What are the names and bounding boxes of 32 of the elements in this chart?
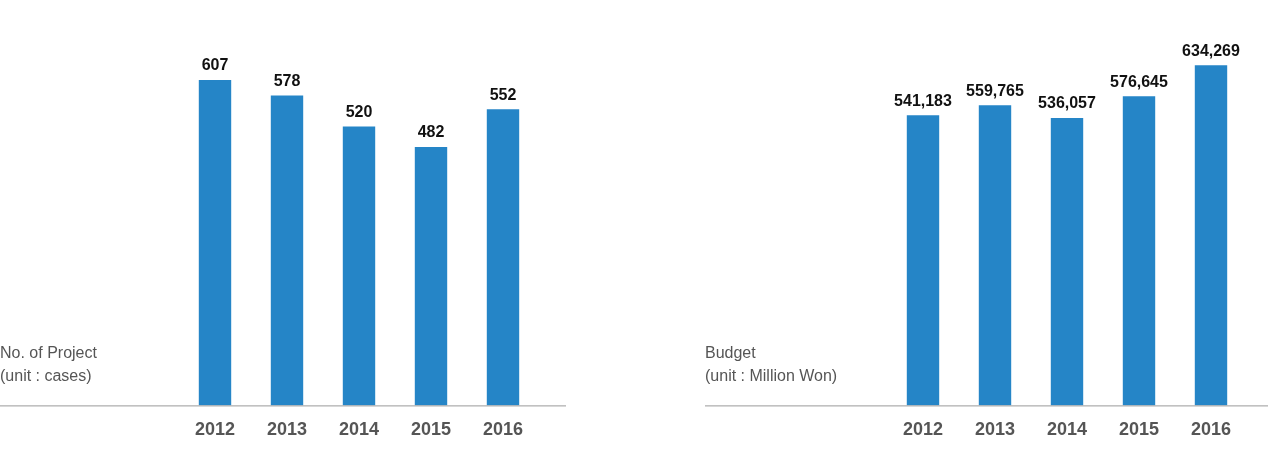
x-tick-label: 2014 [1046, 419, 1088, 440]
x-tick-label: 2013 [974, 419, 1016, 440]
bar [198, 79, 232, 406]
x-tick-label: 2013 [266, 419, 308, 440]
data-label: 634,269 [1182, 41, 1241, 59]
x-tick-label: 2012 [902, 419, 944, 440]
bar [486, 109, 520, 406]
data-label: 536,057 [1038, 94, 1097, 112]
x-tick-label: 2015 [1118, 419, 1160, 440]
bar [342, 126, 376, 406]
y-axis-title: No. of Project (unit : cases) [0, 344, 98, 385]
x-tick-label: 2014 [338, 419, 380, 440]
x-tick-label: 2016 [482, 419, 524, 440]
bar [1050, 117, 1084, 406]
data-label: 576,645 [1110, 72, 1169, 90]
data-label: 607 [201, 56, 229, 74]
data-label: 482 [417, 123, 445, 141]
data-label: 520 [345, 102, 373, 120]
bar [978, 105, 1012, 406]
bar [1194, 65, 1228, 406]
data-label: 559,765 [966, 81, 1025, 99]
data-label: 541,183 [894, 91, 953, 109]
bar [270, 95, 304, 406]
bar [414, 146, 448, 406]
data-label: 552 [489, 85, 517, 103]
bar [1122, 96, 1156, 406]
data-label: 578 [273, 71, 301, 89]
x-tick-label: 2015 [410, 419, 452, 440]
bar [906, 115, 940, 406]
y-axis-title: Budget (unit : Million Won) [705, 344, 838, 385]
x-tick-label: 2012 [194, 419, 236, 440]
x-tick-label: 2016 [1190, 419, 1232, 440]
